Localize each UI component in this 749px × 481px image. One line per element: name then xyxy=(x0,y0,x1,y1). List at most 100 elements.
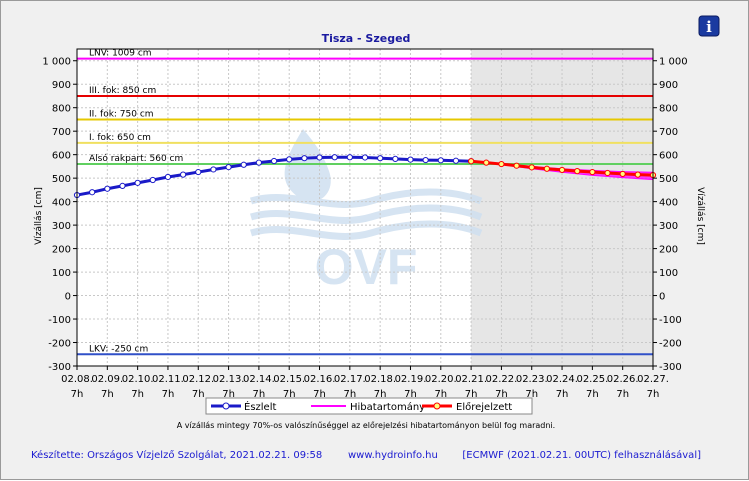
y-tick-label-left: 500 xyxy=(52,174,71,185)
x-tick-label: 02.13. xyxy=(213,374,245,385)
y-tick-label-left: -100 xyxy=(48,315,71,326)
x-tick-sublabel: 7h xyxy=(374,389,387,400)
x-tick-label: 02.09. xyxy=(91,374,123,385)
observed-point xyxy=(361,154,369,161)
y-tick-label-right: 1 000 xyxy=(659,57,688,68)
forecast-point xyxy=(498,160,505,168)
observed-point xyxy=(134,179,141,186)
observed-point xyxy=(316,154,323,161)
observed-point xyxy=(240,161,247,168)
observed-point xyxy=(149,176,156,184)
forecast-point xyxy=(468,158,475,165)
level-label: II. fok: 750 cm xyxy=(89,109,154,119)
observed-point xyxy=(286,156,293,163)
x-tick-sublabel: 7h xyxy=(647,389,660,400)
legend-error-band-label: Hibatartomány xyxy=(350,401,425,413)
observed-point xyxy=(164,173,172,181)
x-tick-sublabel: 7h xyxy=(253,389,266,400)
plot-border xyxy=(76,48,654,367)
x-tick-sublabel: 7h xyxy=(162,389,175,400)
observed-point xyxy=(331,154,338,161)
legend-forecast-marker xyxy=(433,402,441,410)
y-tick-label-right: 700 xyxy=(659,127,678,138)
x-tick-label: 02.08. xyxy=(61,374,93,385)
observed-point xyxy=(407,156,414,163)
x-tick-label: 02.12. xyxy=(182,374,214,385)
x-tick-label: 02.24. xyxy=(546,374,578,385)
x-tick-label: 02.11. xyxy=(152,374,184,385)
observed-point xyxy=(225,164,232,171)
y-tick-label-left: -200 xyxy=(48,339,71,350)
info-icon[interactable] xyxy=(698,15,720,37)
y-tick-label-right: 600 xyxy=(659,151,678,162)
observed-point xyxy=(270,157,278,165)
forecast-point xyxy=(589,168,596,176)
y-tick-label-left: 200 xyxy=(52,245,71,256)
watermark-wave xyxy=(249,188,483,208)
observed-point xyxy=(437,157,444,164)
footer-website-link[interactable]: www.hydroinfo.hu xyxy=(348,450,438,461)
observed-point xyxy=(210,166,217,173)
level-label: III. fok: 850 cm xyxy=(89,86,156,96)
y-tick-label-right: 400 xyxy=(659,198,678,209)
forecast-point xyxy=(528,164,535,171)
x-tick-label: 02.21. xyxy=(455,374,487,385)
x-tick-label: 02.15. xyxy=(273,374,305,385)
forecast-point xyxy=(513,162,520,169)
y-tick-label-right: -200 xyxy=(659,339,682,350)
level-label: LNV: 1009 cm xyxy=(89,49,152,59)
legend-observed: Észlelt xyxy=(211,400,276,413)
y-tick-label-right: -100 xyxy=(659,315,682,326)
y-tick-label-left: 600 xyxy=(52,151,71,162)
y-tick-label-right: 800 xyxy=(659,104,678,115)
y-tick-label-right: 300 xyxy=(659,221,678,232)
observed-point xyxy=(392,155,399,162)
x-tick-sublabel: 7h xyxy=(192,389,205,400)
x-tick-sublabel: 7h xyxy=(495,389,508,400)
x-tick-label: 02.27. xyxy=(637,374,669,385)
legend-observed-label: Észlelt xyxy=(244,400,276,413)
legend-forecast-label: Előrejelzett xyxy=(456,401,512,413)
x-tick-sublabel: 7h xyxy=(404,389,417,400)
forecast-point xyxy=(619,170,626,178)
x-tick-label: 02.26. xyxy=(607,374,639,385)
y-tick-label-left: 700 xyxy=(52,127,71,138)
forecast-point xyxy=(558,166,566,174)
level-label: I. fok: 650 cm xyxy=(89,133,151,143)
x-tick-sublabel: 7h xyxy=(283,389,296,400)
legend-observed-marker xyxy=(222,402,230,410)
observed-point xyxy=(301,155,308,162)
forecast-point xyxy=(543,165,550,172)
x-tick-sublabel: 7h xyxy=(525,389,538,400)
x-tick-label: 02.10. xyxy=(122,374,154,385)
x-tick-label: 02.14. xyxy=(243,374,275,385)
chart-legend: Észlelt Hibatartomány Előrejelzett xyxy=(205,397,533,415)
y-tick-label-left: 900 xyxy=(52,80,71,91)
legend-box xyxy=(205,397,533,415)
x-tick-sublabel: 7h xyxy=(343,389,356,400)
y-tick-label-left: -300 xyxy=(48,362,71,373)
forecast-point xyxy=(634,171,641,178)
y-tick-label-left: 100 xyxy=(52,268,71,279)
x-tick-sublabel: 7h xyxy=(434,389,447,400)
info-button[interactable]: i xyxy=(698,15,720,37)
observed-point xyxy=(195,168,202,176)
x-tick-label: 02.17. xyxy=(334,374,366,385)
legend-forecast: Előrejelzett xyxy=(422,401,512,413)
level-label: Alsó rakpart: 560 cm xyxy=(89,153,183,164)
chart-title: Tisza - Szeged xyxy=(322,32,411,45)
y-tick-label-right: 200 xyxy=(659,245,678,256)
x-tick-sublabel: 7h xyxy=(131,389,144,400)
level-label: LKV: -250 cm xyxy=(89,344,148,354)
y-tick-label-right: 900 xyxy=(659,80,678,91)
observed-point xyxy=(346,154,353,161)
y-tick-label-left: 400 xyxy=(52,198,71,209)
y-axis-label-left: Vízállás [cm] xyxy=(34,187,44,245)
y-tick-label-left: 1 000 xyxy=(42,57,71,68)
x-tick-label: 02.18. xyxy=(364,374,396,385)
x-tick-sublabel: 7h xyxy=(222,389,235,400)
observed-point xyxy=(255,159,262,166)
x-tick-label: 02.25. xyxy=(576,374,608,385)
probability-note: A vízállás mintegy 70%-os valószínűségge… xyxy=(177,420,555,430)
